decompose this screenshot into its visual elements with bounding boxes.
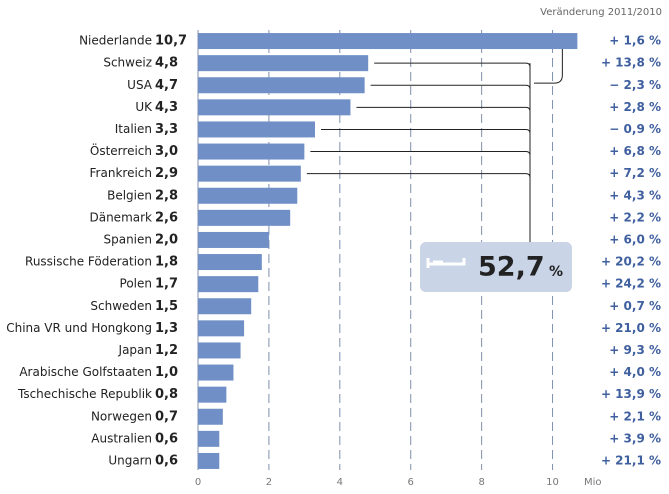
change-label: + 0,7 %: [609, 299, 661, 313]
value-label: 4,3: [155, 100, 178, 115]
value-label: 4,7: [155, 78, 178, 93]
bar: [198, 77, 365, 94]
bar: [198, 364, 234, 381]
value-label: 3,0: [155, 144, 178, 159]
callout-unit: %: [549, 264, 563, 280]
value-label: 2,6: [155, 210, 178, 225]
change-label: − 2,3 %: [609, 78, 661, 92]
x-tick-label: 0: [195, 477, 201, 488]
change-label: + 9,3 %: [609, 343, 661, 357]
bar: [198, 99, 351, 116]
bar: [198, 342, 241, 359]
change-label: + 3,9 %: [609, 431, 661, 445]
bar: [198, 320, 245, 337]
category-label: Japan: [118, 343, 152, 357]
x-tick-label: 8: [478, 477, 484, 488]
bar: [198, 430, 220, 447]
x-tick-label: 4: [337, 477, 343, 488]
connector: [356, 106, 531, 112]
bar: [198, 209, 291, 226]
change-label: + 1,6 %: [609, 34, 661, 48]
connector: [534, 49, 563, 84]
value-label: 2,8: [155, 188, 178, 203]
category-label: Schweiz: [103, 56, 152, 70]
bed-icon: [426, 258, 466, 268]
bar: [198, 33, 578, 50]
category-label: USA: [127, 78, 153, 92]
connector: [321, 128, 531, 134]
value-label: 0,6: [155, 431, 178, 446]
change-label: + 4,3 %: [609, 188, 661, 202]
value-label: 1,5: [155, 299, 178, 314]
bar: [198, 165, 301, 182]
bar: [198, 143, 305, 160]
category-label: Frankreich: [90, 166, 152, 180]
value-label: 1,8: [155, 255, 178, 270]
category-label: Australien: [91, 431, 152, 445]
bar: [198, 408, 223, 425]
connector: [374, 62, 531, 68]
bar: [198, 231, 269, 248]
value-label: 1,3: [155, 321, 178, 336]
change-label: + 13,8 %: [601, 56, 661, 70]
bar: [198, 121, 315, 138]
category-label: Russische Föderation: [25, 255, 152, 269]
value-label: 2,0: [155, 232, 178, 247]
callout-box: [420, 242, 572, 292]
change-label: + 20,2 %: [601, 255, 661, 269]
category-label: Schweden: [90, 299, 152, 313]
category-label: Arabische Golfstaaten: [19, 365, 152, 379]
value-label: 1,2: [155, 343, 178, 358]
value-label: 2,9: [155, 166, 178, 181]
change-label: + 21,1 %: [601, 453, 661, 467]
category-label: Italien: [115, 122, 152, 136]
change-label: + 13,9 %: [601, 387, 661, 401]
bar: [198, 452, 220, 469]
bar: [198, 55, 369, 72]
category-label: Belgien: [107, 188, 152, 202]
category-label: Tschechische Republik: [17, 387, 152, 401]
change-label: − 0,9 %: [609, 122, 661, 136]
value-label: 1,0: [155, 365, 178, 380]
bar: [198, 298, 252, 315]
value-label: 1,7: [155, 277, 178, 292]
category-label: Dänemark: [89, 210, 152, 224]
category-label: UK: [135, 100, 153, 114]
change-label: + 21,0 %: [601, 321, 661, 335]
category-label: Spanien: [103, 232, 152, 246]
category-label: China VR und Hongkong: [6, 321, 152, 335]
value-label: 0,6: [155, 453, 178, 468]
category-label: Ungarn: [108, 453, 152, 467]
value-label: 10,7: [155, 34, 187, 49]
change-label: + 6,8 %: [609, 144, 661, 158]
change-label: + 7,2 %: [609, 166, 661, 180]
category-label: Österreich: [90, 142, 152, 158]
value-label: 3,3: [155, 122, 178, 137]
value-label: 0,8: [155, 387, 178, 402]
bar: [198, 386, 227, 403]
bar: [198, 276, 259, 293]
bar: [198, 187, 298, 204]
change-label: + 4,0 %: [609, 365, 661, 379]
x-unit: Mio: [584, 477, 602, 488]
category-label: Niederlande: [79, 34, 152, 48]
change-label: + 2,2 %: [609, 210, 661, 224]
x-tick-label: 2: [266, 477, 272, 488]
connector: [370, 84, 531, 90]
change-label: + 6,0 %: [609, 232, 661, 246]
change-label: + 2,8 %: [609, 100, 661, 114]
x-tick-label: 6: [408, 477, 414, 488]
category-label: Polen: [120, 277, 152, 291]
bar: [198, 254, 262, 271]
change-label: + 24,2 %: [601, 277, 661, 291]
header: Veränderung 2011/2010: [540, 7, 662, 18]
value-label: 0,7: [155, 409, 178, 424]
x-tick-label: 10: [546, 477, 559, 488]
callout-value: 52,7: [478, 252, 545, 283]
category-label: Norwegen: [91, 409, 152, 423]
change-label: + 2,1 %: [609, 409, 661, 423]
connector: [310, 151, 531, 156]
value-label: 4,8: [155, 56, 178, 71]
